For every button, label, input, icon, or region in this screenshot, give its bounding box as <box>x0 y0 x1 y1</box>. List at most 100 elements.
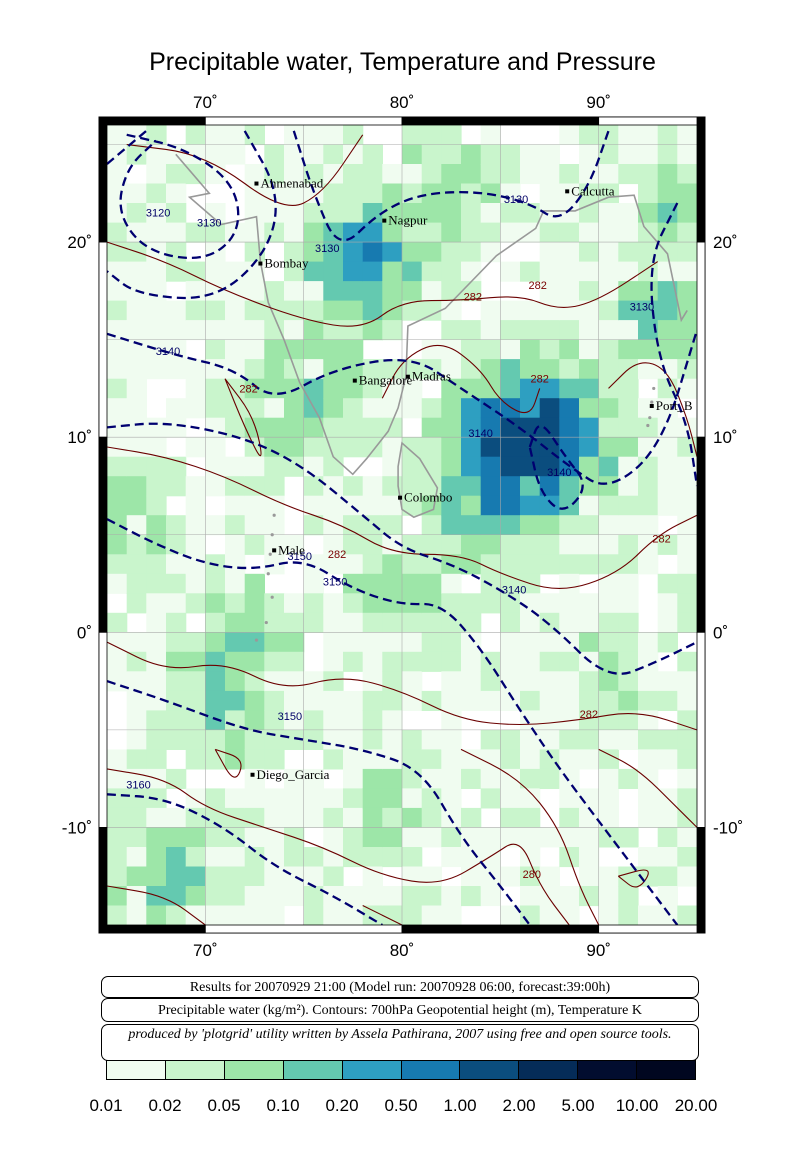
frame-segment <box>204 116 403 126</box>
latitude-tick-label: 0˚ <box>713 623 728 642</box>
pw-cell <box>579 476 600 497</box>
pw-cell <box>539 437 560 458</box>
frame-segment <box>98 631 108 828</box>
pw-cell <box>520 729 541 750</box>
pw-cell <box>402 768 423 789</box>
pw-cell <box>657 183 678 204</box>
pw-cell <box>362 573 383 594</box>
pw-cell <box>126 807 147 828</box>
pw-cell <box>205 281 226 302</box>
pw-cell <box>579 242 600 263</box>
pw-cell <box>441 339 462 360</box>
city-label: Bangalore <box>359 373 413 388</box>
pw-cell <box>402 690 423 711</box>
pw-cell <box>225 632 246 653</box>
pw-cell <box>657 164 678 185</box>
pw-cell <box>205 690 226 711</box>
run-info-box: Results for 20070929 21:00 (Model run: 2… <box>101 976 699 998</box>
pw-cell <box>244 476 265 497</box>
pw-cell <box>480 827 501 848</box>
pw-cell <box>461 671 482 692</box>
pw-cell <box>500 417 521 438</box>
pw-cell <box>618 554 639 575</box>
temperature-contour <box>617 869 649 888</box>
city-label: Male <box>278 542 305 557</box>
city-marker <box>382 218 387 223</box>
pw-cell <box>362 886 383 907</box>
pw-cell <box>677 125 697 146</box>
pw-cell <box>480 222 501 243</box>
pw-cell <box>480 495 501 516</box>
pw-cell <box>461 827 482 848</box>
pw-cell <box>303 222 324 243</box>
pw-cell <box>618 632 639 653</box>
pw-cell <box>343 534 364 555</box>
pw-cell <box>618 164 639 185</box>
pw-cell <box>343 300 364 321</box>
pw-cell <box>126 554 147 575</box>
pw-cell <box>520 144 541 165</box>
pw-cell <box>402 281 423 302</box>
pw-cell <box>205 515 226 536</box>
pw-cell <box>303 729 324 750</box>
frame-segment <box>98 116 206 126</box>
pw-cell <box>284 593 305 614</box>
pw-cell <box>146 164 167 185</box>
pw-cell <box>303 456 324 477</box>
pw-cell <box>520 886 541 907</box>
pw-cell <box>264 378 285 399</box>
pw-cell <box>264 847 285 868</box>
pw-cell <box>126 359 147 380</box>
pw-cell <box>264 788 285 809</box>
pw-cell <box>500 456 521 477</box>
pw-cell <box>539 593 560 614</box>
pw-cell <box>107 788 128 809</box>
temperature-contour <box>107 885 206 925</box>
pw-cell <box>284 690 305 711</box>
pw-cell <box>480 593 501 614</box>
pw-cell <box>638 398 659 419</box>
pw-cell <box>185 359 206 380</box>
pw-cell <box>343 320 364 341</box>
pw-cell <box>166 612 187 633</box>
pw-cell <box>520 476 541 497</box>
pw-cell <box>107 359 128 380</box>
pw-cell <box>657 125 678 146</box>
pw-cell <box>461 339 482 360</box>
pw-cell <box>677 339 697 360</box>
pw-cell <box>284 866 305 887</box>
pw-cell <box>244 866 265 887</box>
city-label: Colombo <box>404 490 452 505</box>
pw-cell <box>480 476 501 497</box>
pw-cell <box>343 417 364 438</box>
pw-cell <box>677 203 697 224</box>
temperature-contour <box>381 344 541 414</box>
pw-cell <box>559 671 580 692</box>
pw-cell <box>539 339 560 360</box>
pw-cell <box>264 398 285 419</box>
map-frame <box>98 116 706 934</box>
frame-segment <box>696 631 706 828</box>
pw-cell <box>362 807 383 828</box>
pw-cell <box>343 593 364 614</box>
pw-cell <box>500 320 521 341</box>
pw-cell <box>480 768 501 789</box>
pw-cell <box>500 632 521 653</box>
pw-cell <box>657 495 678 516</box>
island-mark <box>270 595 274 599</box>
pw-cell <box>284 886 305 907</box>
pw-cell <box>185 300 206 321</box>
pw-cell <box>598 515 619 536</box>
pw-cell <box>382 183 403 204</box>
pw-cell <box>244 905 265 925</box>
pw-cell <box>225 222 246 243</box>
pw-cell <box>225 144 246 165</box>
pw-cell <box>598 807 619 828</box>
latitude-tick-label: 20˚ <box>713 233 738 252</box>
pw-cell <box>402 632 423 653</box>
pw-cell <box>677 768 697 789</box>
pw-cell <box>362 398 383 419</box>
pw-cell <box>421 417 442 438</box>
pw-cell <box>657 593 678 614</box>
pw-cell <box>284 710 305 731</box>
